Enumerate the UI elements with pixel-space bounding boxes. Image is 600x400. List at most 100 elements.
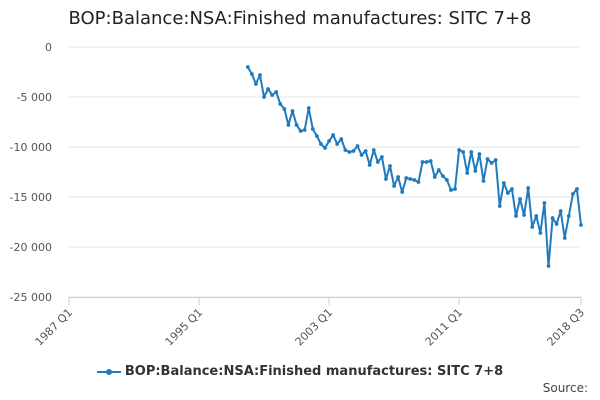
data-point[interactable] (412, 178, 417, 182)
data-point[interactable] (270, 93, 275, 97)
chart-title: BOP:Balance:NSA:Finished manufactures: S… (68, 8, 532, 29)
data-point[interactable] (343, 148, 348, 152)
data-point[interactable] (522, 213, 527, 217)
axes (68, 297, 582, 305)
data-point[interactable] (294, 123, 299, 127)
data-point[interactable] (274, 90, 279, 94)
data-point[interactable] (445, 178, 449, 182)
data-point[interactable] (546, 264, 551, 268)
data-point[interactable] (327, 139, 331, 143)
data-point[interactable] (298, 129, 303, 133)
data-point[interactable] (566, 214, 571, 218)
data-point[interactable] (266, 87, 271, 91)
data-point[interactable] (339, 137, 344, 141)
data-point[interactable] (278, 102, 283, 106)
data-point[interactable] (416, 180, 421, 184)
data-point[interactable] (306, 106, 311, 110)
data-point[interactable] (473, 169, 478, 173)
data-point[interactable] (497, 204, 502, 208)
data-point[interactable] (550, 216, 555, 220)
data-point[interactable] (436, 168, 441, 172)
data-point[interactable] (489, 161, 494, 165)
data-point[interactable] (534, 214, 539, 218)
data-point[interactable] (258, 73, 262, 77)
data-point[interactable] (286, 123, 291, 127)
y-tick-label: -10 000 (10, 141, 52, 154)
data-point[interactable] (449, 188, 453, 192)
data-point[interactable] (440, 174, 445, 178)
data-point[interactable] (254, 82, 258, 86)
legend[interactable]: BOP:Balance:NSA:Finished manufactures: S… (0, 364, 600, 379)
data-point[interactable] (530, 225, 535, 229)
data-point[interactable] (384, 177, 388, 181)
x-tick-label: 1995 Q1 (163, 306, 206, 349)
data-point[interactable] (375, 160, 380, 164)
data-point[interactable] (477, 152, 482, 156)
data-point[interactable] (331, 133, 336, 137)
data-point[interactable] (323, 146, 327, 150)
x-tick-label: 2018 Q3 (545, 306, 588, 349)
series-layer (245, 65, 583, 268)
y-tick-label: -25 000 (10, 291, 52, 304)
x-tick-label: 1987 Q1 (33, 306, 76, 349)
data-point[interactable] (282, 107, 287, 111)
data-point[interactable] (400, 190, 405, 194)
data-point[interactable] (493, 158, 498, 162)
data-point[interactable] (558, 209, 563, 213)
data-point[interactable] (457, 148, 461, 152)
data-point[interactable] (518, 197, 522, 201)
data-point[interactable] (363, 149, 368, 153)
data-point[interactable] (575, 187, 579, 191)
data-point[interactable] (388, 164, 392, 168)
data-point[interactable] (432, 175, 437, 179)
data-point[interactable] (262, 95, 266, 99)
x-axis-tick-labels: 1987 Q1 1995 Q1 2003 Q1 2011 Q1 2018 Q3 (33, 306, 588, 349)
data-point[interactable] (510, 187, 514, 191)
legend-swatch (96, 366, 121, 378)
data-point[interactable] (408, 177, 413, 181)
y-tick-label: -5 000 (17, 91, 52, 104)
data-point[interactable] (245, 65, 250, 69)
data-point[interactable] (428, 159, 433, 163)
data-point[interactable] (481, 179, 486, 183)
data-point[interactable] (335, 142, 340, 146)
data-point[interactable] (367, 163, 372, 167)
data-point[interactable] (538, 231, 543, 235)
data-point[interactable] (542, 201, 547, 205)
data-point[interactable] (505, 191, 510, 195)
data-point[interactable] (392, 184, 396, 188)
data-point[interactable] (453, 187, 457, 191)
data-point[interactable] (249, 72, 254, 76)
x-tick-label: 2011 Q1 (423, 306, 466, 349)
data-point[interactable] (420, 160, 425, 164)
data-point[interactable] (379, 155, 384, 159)
data-point[interactable] (526, 186, 531, 190)
data-point[interactable] (514, 214, 518, 218)
data-point[interactable] (351, 149, 356, 153)
data-point[interactable] (290, 109, 295, 113)
data-point[interactable] (579, 223, 583, 227)
data-point[interactable] (424, 160, 429, 164)
data-point[interactable] (314, 134, 319, 138)
data-point[interactable] (310, 127, 315, 131)
data-point[interactable] (562, 236, 567, 240)
data-point[interactable] (570, 192, 575, 196)
data-point[interactable] (501, 181, 506, 185)
y-axis-tick-labels: 0 -5 000 -10 000 -15 000 -20 000 -25 000 (10, 41, 52, 304)
legend-label: BOP:Balance:NSA:Finished manufactures: S… (124, 364, 504, 379)
data-point[interactable] (371, 148, 376, 152)
data-point[interactable] (347, 150, 352, 154)
data-point[interactable] (485, 157, 490, 161)
data-point[interactable] (396, 175, 401, 179)
y-tick-label: 0 (45, 41, 52, 54)
data-point[interactable] (355, 144, 360, 148)
data-point[interactable] (319, 142, 323, 146)
data-point[interactable] (465, 171, 470, 175)
data-point[interactable] (404, 176, 409, 180)
data-point[interactable] (554, 222, 559, 226)
data-point[interactable] (461, 150, 466, 154)
data-point[interactable] (359, 153, 364, 157)
data-point[interactable] (302, 128, 307, 132)
data-point[interactable] (469, 150, 474, 154)
